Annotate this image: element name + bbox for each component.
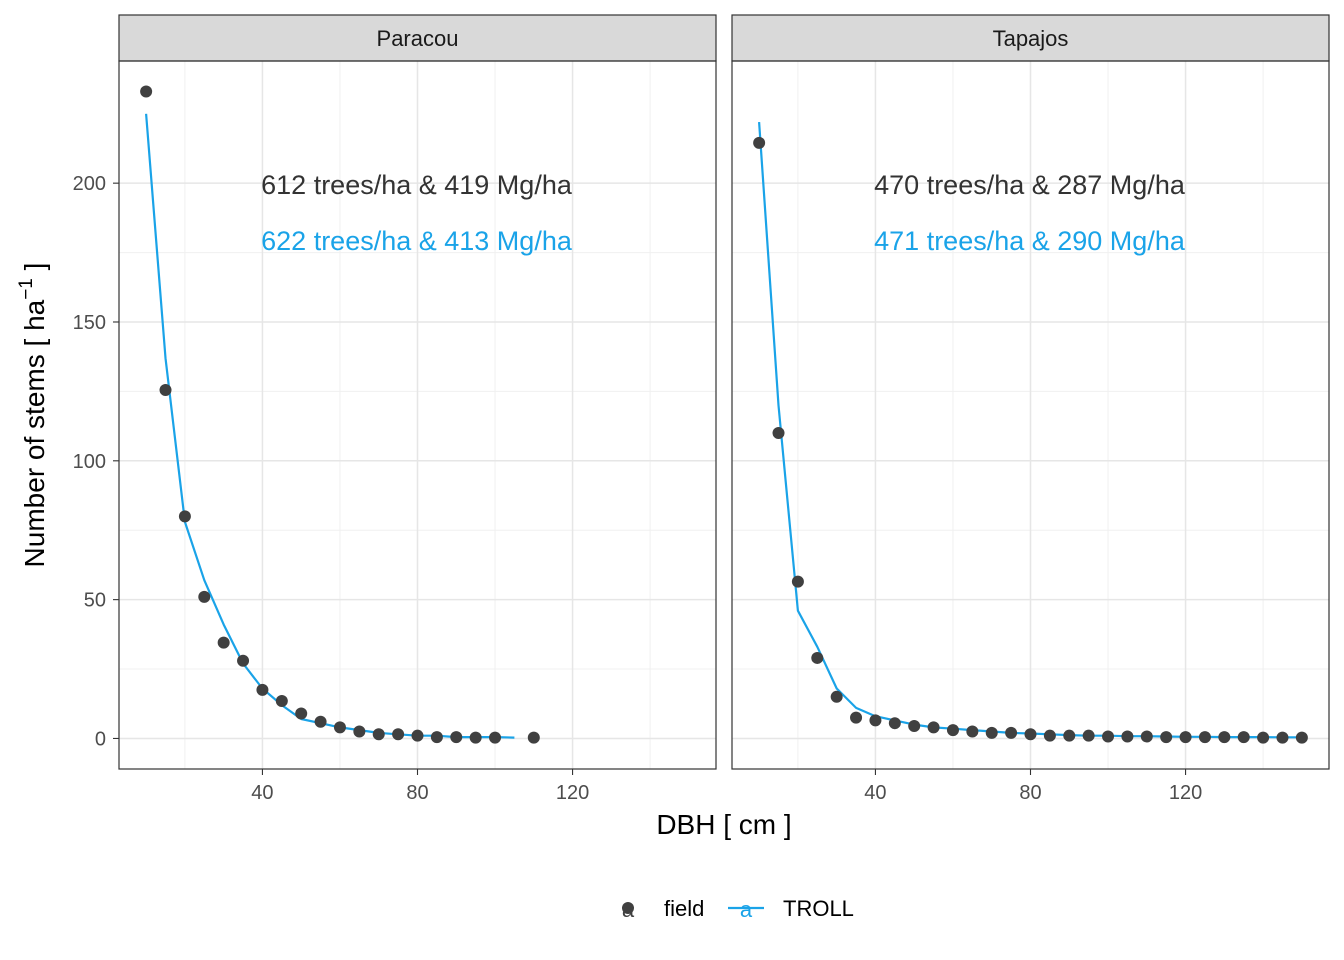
data-point-field — [1024, 728, 1037, 741]
data-point-field — [888, 717, 901, 730]
data-point-field — [372, 728, 385, 741]
legend-label-field: field — [664, 896, 704, 921]
data-point-field — [1257, 731, 1270, 744]
data-point-field — [256, 683, 269, 696]
legend-label-troll: TROLL — [783, 896, 854, 921]
data-point-field — [430, 731, 443, 744]
data-point-field — [333, 721, 346, 734]
data-point-field — [1179, 731, 1192, 744]
panel-paracou: Paracou 612 trees/ha & 419 Mg/ha 622 trees… — [118, 14, 717, 804]
data-point-field — [927, 721, 940, 734]
data-point-field — [811, 651, 824, 664]
x-axis-title: DBH [ cm ] — [656, 809, 791, 840]
data-point-field — [1102, 730, 1115, 743]
data-point-field — [772, 427, 785, 440]
data-point-field — [159, 384, 172, 397]
data-point-field — [1198, 731, 1211, 744]
data-point-field — [237, 654, 250, 667]
y-tick-label: 0 — [95, 728, 106, 750]
legend: a field a TROLL — [622, 896, 854, 922]
data-point-field — [489, 731, 502, 744]
facet-strip-label: Paracou — [377, 26, 459, 51]
data-point-field — [1160, 731, 1173, 744]
data-point-field — [1082, 729, 1095, 742]
data-point-field — [1295, 731, 1308, 744]
data-point-field — [314, 715, 327, 728]
data-point-field — [946, 724, 959, 737]
y-tick-label: 200 — [73, 173, 106, 195]
data-point-field — [791, 575, 804, 588]
facet-strip — [118, 14, 717, 62]
annotation-troll: 471 trees/ha & 290 Mg/ha — [874, 226, 1186, 256]
data-point-field — [1218, 731, 1231, 744]
data-point-field — [1121, 730, 1134, 743]
y-tick-label: 50 — [84, 590, 106, 612]
annotation-field: 612 trees/ha & 419 Mg/ha — [261, 170, 573, 200]
data-point-field — [850, 711, 863, 724]
y-axis-title: Number of stems [ ha−1 ] — [16, 263, 50, 568]
data-point-field — [140, 85, 153, 98]
data-point-field — [1237, 731, 1250, 744]
data-point-field — [753, 136, 766, 149]
y-tick-label: 150 — [73, 312, 106, 334]
data-point-field — [217, 636, 230, 649]
data-point-field — [1276, 731, 1289, 744]
annotation-field: 470 trees/ha & 287 Mg/ha — [874, 170, 1186, 200]
panel-tapajos: Tapajos 470 trees/ha & 287 Mg/ha 471 trees… — [731, 14, 1330, 804]
facet-strip-label: Tapajos — [993, 26, 1069, 51]
data-point-field — [869, 714, 882, 727]
data-point-field — [985, 726, 998, 739]
data-point-field — [411, 729, 424, 742]
data-point-field — [178, 510, 191, 523]
data-point-field — [392, 728, 405, 741]
data-point-field — [469, 731, 482, 744]
data-point-field — [908, 719, 921, 732]
data-point-field — [1140, 730, 1153, 743]
data-point-field — [198, 590, 211, 603]
y-tick-label: 100 — [73, 451, 106, 473]
x-tick-label: 40 — [251, 782, 273, 804]
data-point-field — [830, 690, 843, 703]
x-tick-label: 80 — [1019, 782, 1041, 804]
data-point-field — [450, 731, 463, 744]
data-point-field — [1043, 729, 1056, 742]
data-point-field — [527, 731, 540, 744]
data-point-field — [275, 694, 288, 707]
x-tick-label: 120 — [1169, 782, 1202, 804]
legend-glyph-troll: a — [740, 897, 753, 922]
annotation-troll: 622 trees/ha & 413 Mg/ha — [261, 226, 573, 256]
data-point-field — [966, 725, 979, 738]
facet-strip — [731, 14, 1330, 62]
legend-key-field — [622, 902, 634, 914]
data-point-field — [353, 725, 366, 738]
x-tick-label: 120 — [556, 782, 589, 804]
data-point-field — [1063, 729, 1076, 742]
x-tick-label: 80 — [406, 782, 428, 804]
data-point-field — [295, 707, 308, 720]
x-tick-label: 40 — [864, 782, 886, 804]
data-point-field — [1005, 726, 1018, 739]
legend-glyph-field: a — [622, 897, 635, 922]
